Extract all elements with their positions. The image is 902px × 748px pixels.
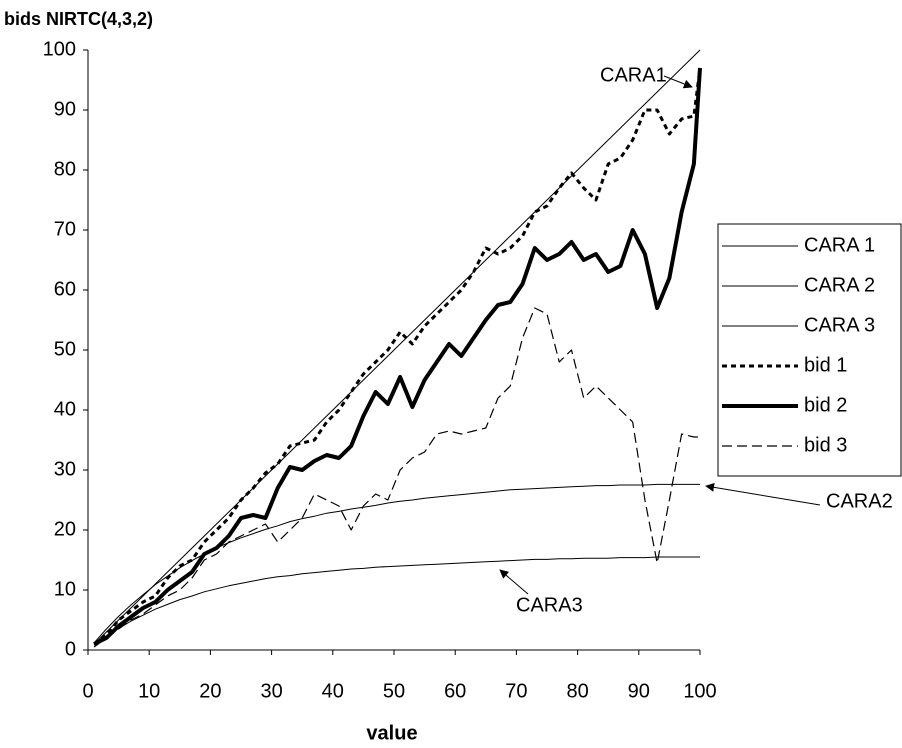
y-tick-label: 70 bbox=[54, 218, 76, 240]
y-tick-label: 60 bbox=[54, 278, 76, 300]
legend-label: bid 2 bbox=[804, 394, 847, 416]
legend-label: CARA 2 bbox=[804, 274, 875, 296]
line-series bbox=[93, 483, 700, 644]
chart-title: bids NIRTC(4,3,2) bbox=[4, 9, 153, 29]
y-tick-label: 0 bbox=[65, 638, 76, 660]
x-tick-label: 100 bbox=[683, 680, 716, 702]
y-tick-label: 40 bbox=[54, 398, 76, 420]
legend bbox=[717, 223, 902, 477]
x-tick-label: 20 bbox=[199, 680, 221, 702]
y-tick-label: 100 bbox=[43, 38, 76, 60]
x-axis-label: value bbox=[366, 722, 417, 744]
x-tick-label: 60 bbox=[444, 680, 466, 702]
annotation: CARA1 bbox=[600, 64, 667, 86]
annotation-arrow bbox=[663, 75, 693, 89]
legend-label: bid 1 bbox=[804, 354, 847, 376]
x-tick-label: 80 bbox=[566, 680, 588, 702]
y-tick-label: 50 bbox=[54, 338, 76, 360]
x-tick-label: 40 bbox=[322, 680, 344, 702]
x-tick-label: 50 bbox=[383, 680, 405, 702]
x-tick-label: 90 bbox=[628, 680, 650, 702]
legend-label: CARA 1 bbox=[804, 234, 875, 256]
y-tick-label: 80 bbox=[54, 158, 76, 180]
x-tick-label: 0 bbox=[82, 680, 93, 702]
y-tick-label: 90 bbox=[54, 98, 76, 120]
y-tick-label: 10 bbox=[54, 578, 76, 600]
y-tick-label: 30 bbox=[54, 458, 76, 480]
legend-label: bid 3 bbox=[804, 434, 847, 456]
annotation-arrow bbox=[499, 569, 529, 595]
x-tick-label: 70 bbox=[505, 680, 527, 702]
line-series bbox=[93, 67, 702, 646]
x-tick-label: 10 bbox=[138, 680, 160, 702]
line-series bbox=[93, 67, 702, 646]
annotation-arrow bbox=[705, 482, 821, 506]
legend-label: CARA 3 bbox=[804, 314, 875, 336]
line-series bbox=[93, 556, 700, 646]
annotation: CARA2 bbox=[826, 490, 893, 512]
x-tick-label: 30 bbox=[260, 680, 282, 702]
y-tick-label: 20 bbox=[54, 518, 76, 540]
annotation: CARA3 bbox=[516, 594, 583, 616]
line-series bbox=[93, 307, 700, 648]
line-series bbox=[93, 49, 701, 645]
